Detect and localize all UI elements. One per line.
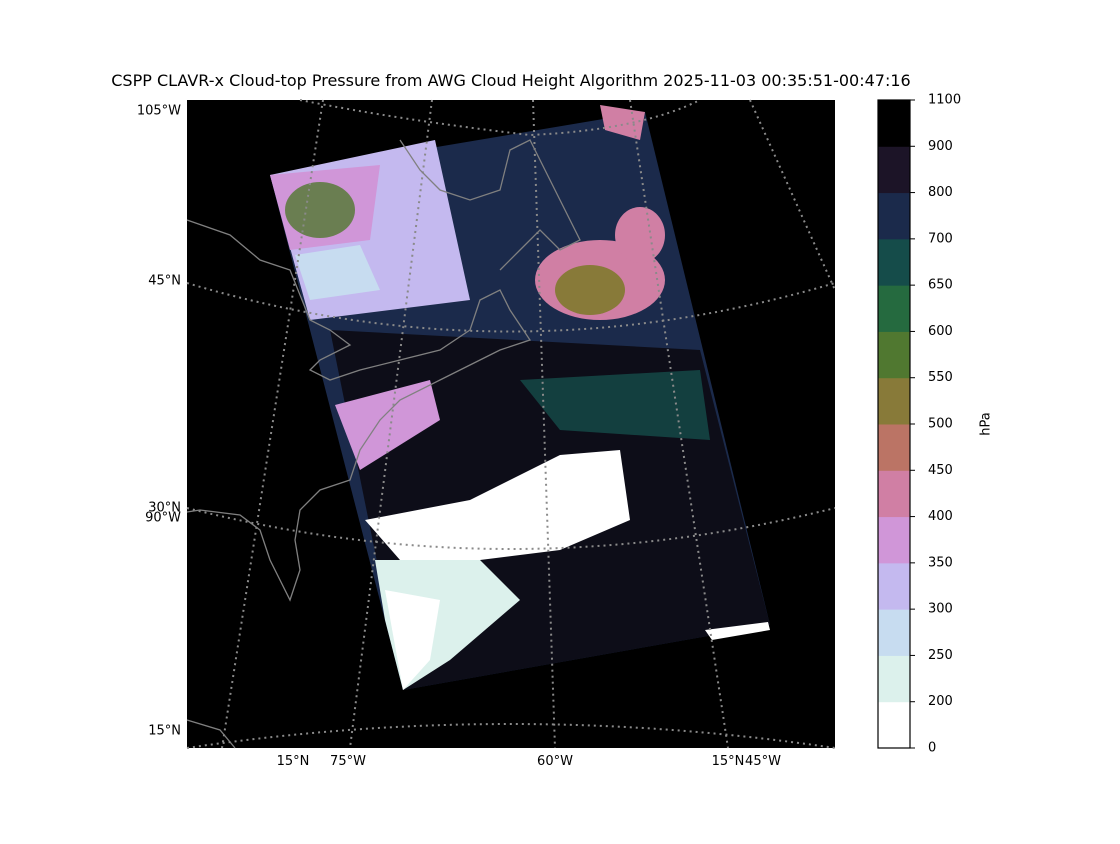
colorbar: 0 200 250 300 350 400 450 500 550 600 650 700 800 900… <box>877 93 961 756</box>
cloud-region <box>365 450 630 560</box>
coastline <box>399 139 581 271</box>
map-label: 60°W <box>537 754 573 769</box>
colorbar-band <box>878 470 910 518</box>
colorbar-tick-label: 0 <box>928 741 936 756</box>
colorbar-band <box>878 146 910 194</box>
cloud-region <box>385 590 440 690</box>
map-label: 15°N <box>712 754 745 769</box>
colorbar-band <box>878 562 910 610</box>
colorbar-tick-label: 550 <box>928 370 953 385</box>
colorbar-tick-label: 800 <box>928 185 953 200</box>
graticule <box>349 99 433 749</box>
map-label: 45°N <box>148 274 181 289</box>
graticule <box>532 99 556 749</box>
coastline <box>186 719 236 749</box>
colorbar-band <box>878 377 910 425</box>
colorbar-tick-label: 200 <box>928 694 953 709</box>
colorbar-tick-label: 600 <box>928 324 953 339</box>
colorbar-tick-label: 900 <box>928 139 953 154</box>
graticule <box>629 99 729 749</box>
map-label: 75°W <box>330 754 366 769</box>
colorbar-tick-label: 500 <box>928 417 953 432</box>
colorbar-tick-label: 300 <box>928 602 953 617</box>
colorbar-label: hPa <box>979 412 994 435</box>
cloud-region <box>285 182 355 238</box>
title: CSPP CLAVR-x Cloud-top Pressure from AWG… <box>111 71 910 90</box>
colorbar-tick-label: 450 <box>928 463 953 478</box>
colorbar-band <box>878 424 910 471</box>
map-label: 30°N <box>148 501 181 516</box>
colorbar-band <box>878 285 910 332</box>
colorbar-tick-label: 700 <box>928 231 953 246</box>
colorbar-tick-label: 250 <box>928 648 953 663</box>
colorbar-tick-label: 400 <box>928 509 953 524</box>
map-label: 105°W <box>137 104 181 119</box>
map-label: 90°W <box>145 511 181 526</box>
colorbar-band <box>878 609 910 656</box>
coastline <box>186 219 532 602</box>
colorbar-tick-label: 1100 <box>928 93 961 108</box>
graticule <box>186 723 836 749</box>
colorbar-band <box>878 100 910 147</box>
graticule <box>221 99 324 749</box>
colorbar-band <box>878 238 910 286</box>
map <box>186 99 836 749</box>
colorbar-tick-label: 350 <box>928 555 953 570</box>
colorbar-band <box>878 331 910 379</box>
cloud-region <box>705 622 770 640</box>
colorbar-band <box>878 655 910 703</box>
map-label: 45°W <box>745 754 781 769</box>
colorbar-band <box>878 701 910 749</box>
colorbar-band <box>878 516 910 564</box>
colorbar-band <box>878 192 910 240</box>
cloud-region <box>520 370 710 440</box>
cloud-region <box>615 207 665 263</box>
cloud-region <box>555 265 625 315</box>
map-label: 15°N <box>277 754 310 769</box>
map-label: 15°N <box>148 724 181 739</box>
colorbar-tick-label: 650 <box>928 278 953 293</box>
cloud-region <box>295 245 380 300</box>
